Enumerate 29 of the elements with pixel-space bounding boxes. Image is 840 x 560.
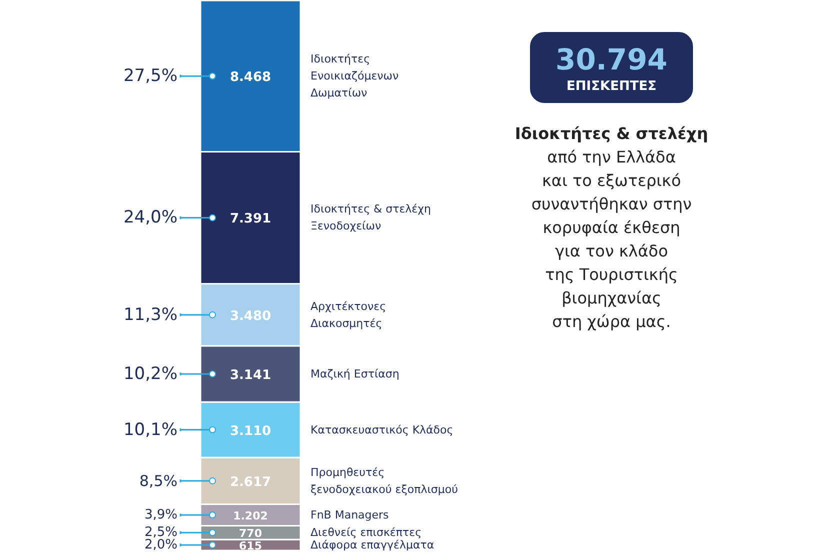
series-label: Κατασκευαστικός Κλάδος	[310, 423, 454, 436]
data-label: 2.617	[230, 474, 272, 490]
text: 10,2%	[123, 364, 178, 384]
data-label: 7.391	[230, 212, 272, 227]
series-label: Διάφορα επαγγέλματα	[310, 538, 434, 552]
text: 27,5%	[123, 66, 178, 86]
data-label: 3.480	[230, 308, 272, 324]
data-label: 770	[239, 527, 262, 540]
series-label: Ιδιοκτήτες & στελέχη Ξενοδοχείων	[310, 202, 431, 233]
text: 8,5%	[139, 472, 178, 490]
text: 10,1%	[123, 420, 178, 440]
series-label: Διεθνείς επισκέπτες	[310, 526, 422, 540]
text: 11,3%	[123, 304, 178, 325]
series-label: FnB Managers	[310, 508, 390, 522]
text: 3,9%	[144, 508, 178, 523]
series-label: Αρχιτέκτονες Διακοσμητές	[310, 300, 386, 330]
text: Ιδιοκτήτες & στελέχη από την Ελλάδα και το εξωτερικό συναντήθηκαν στην κορυφαία έκθεση για τον κλάδο της Τουριστικής βιομηχανίας στη χώρα μας.	[514, 124, 708, 331]
data-label: 8.468	[230, 70, 272, 86]
series-label: Προμηθευτές ξενοδοχειακού εξοπλισμού	[310, 466, 458, 496]
series-label: Ιδιοκτήτες Ενοικιαζόμενων Δωματίων	[310, 52, 399, 100]
text: 2,0%	[144, 538, 178, 553]
text: 30.794	[556, 42, 668, 76]
data-label: 3.110	[230, 424, 272, 439]
data-label: 3.141	[230, 368, 272, 383]
text: 24,0%	[123, 208, 178, 228]
data-label: 615	[239, 540, 262, 553]
data-label: 1.202	[233, 510, 268, 523]
series-label: Μαζική Εστίαση	[310, 367, 400, 380]
text: ΕΠΙΣΚΕΠΤΕΣ	[566, 79, 656, 94]
